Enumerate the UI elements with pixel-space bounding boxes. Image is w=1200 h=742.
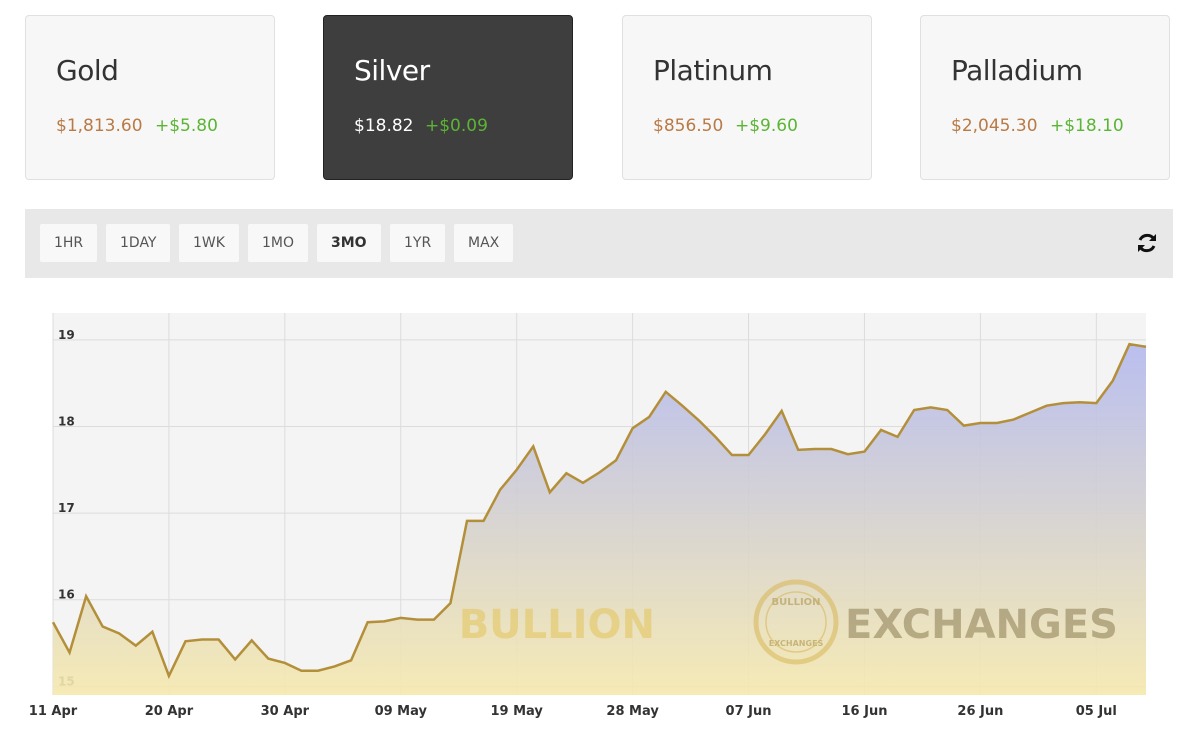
y-tick-label: 18 [58, 414, 75, 428]
metal-change: +$18.10 [1050, 116, 1124, 136]
watermark-right: EXCHANGES [845, 602, 1118, 648]
metal-price: $18.82 [354, 116, 414, 136]
y-tick-label: 19 [58, 328, 75, 342]
x-tick-label: 20 Apr [145, 704, 194, 719]
watermark-badge [753, 579, 839, 665]
refresh-icon[interactable] [1135, 231, 1159, 255]
watermark: BULLION EXCHANGES BULLION EXCHANGES [459, 579, 1118, 665]
range-button[interactable]: 1YR [390, 224, 446, 262]
watermark-badge-top: BULLION [771, 597, 820, 608]
range-button[interactable]: 1DAY [106, 224, 171, 262]
x-tick-label: 16 Jun [841, 704, 887, 719]
watermark-left: BULLION [459, 602, 655, 648]
metal-change: +$5.80 [155, 116, 218, 136]
metal-card[interactable]: Platinum $856.50 +$9.60 [622, 15, 872, 180]
range-button[interactable]: 1WK [179, 224, 239, 262]
metal-price: $1,813.60 [56, 116, 143, 136]
metal-change: +$0.09 [425, 116, 488, 136]
metal-card[interactable]: Silver $18.82 +$0.09 [323, 15, 573, 180]
area [53, 344, 1146, 695]
range-button[interactable]: 1HR [40, 224, 98, 262]
metal-card[interactable]: Gold $1,813.60 +$5.80 [25, 15, 275, 180]
x-tick-label: 26 Jun [957, 704, 1003, 719]
range-toolbar: 1HR 1DAY 1WK 1MO 3MO 1YR MAX [25, 209, 1173, 278]
line [51, 342, 1147, 680]
metal-price: $856.50 [653, 116, 724, 136]
metal-card[interactable]: Palladium $2,045.30 +$18.10 [920, 15, 1170, 180]
watermark-badge-bottom: EXCHANGES [769, 639, 824, 648]
x-tick-label: 05 Jul [1076, 704, 1117, 719]
x-tick-label: 07 Jun [726, 704, 772, 719]
metal-name: Palladium [951, 54, 1083, 87]
watermark-badge-inner [765, 591, 827, 653]
x-tick-label: 30 Apr [261, 704, 310, 719]
x-tick-label: 28 May [606, 704, 659, 719]
y-tick-label: 16 [58, 588, 75, 602]
metal-name: Platinum [653, 54, 773, 87]
range-button[interactable]: 1MO [248, 224, 309, 262]
range-button[interactable]: MAX [454, 224, 514, 262]
metal-name: Silver [354, 54, 430, 87]
metal-change: +$9.60 [735, 116, 798, 136]
x-tick-label: 09 May [375, 704, 428, 719]
y-tick-label: 17 [58, 501, 75, 515]
x-tick-label: 19 May [490, 704, 543, 719]
metal-name: Gold [56, 54, 119, 87]
x-tick-label: 11 Apr [29, 704, 78, 719]
metal-price: $2,045.30 [951, 116, 1038, 136]
range-button[interactable]: 3MO [317, 224, 381, 262]
chart: 11 Apr 20 Apr 30 Apr 09 May 19 May 28 May 07 J… [29, 313, 1147, 719]
